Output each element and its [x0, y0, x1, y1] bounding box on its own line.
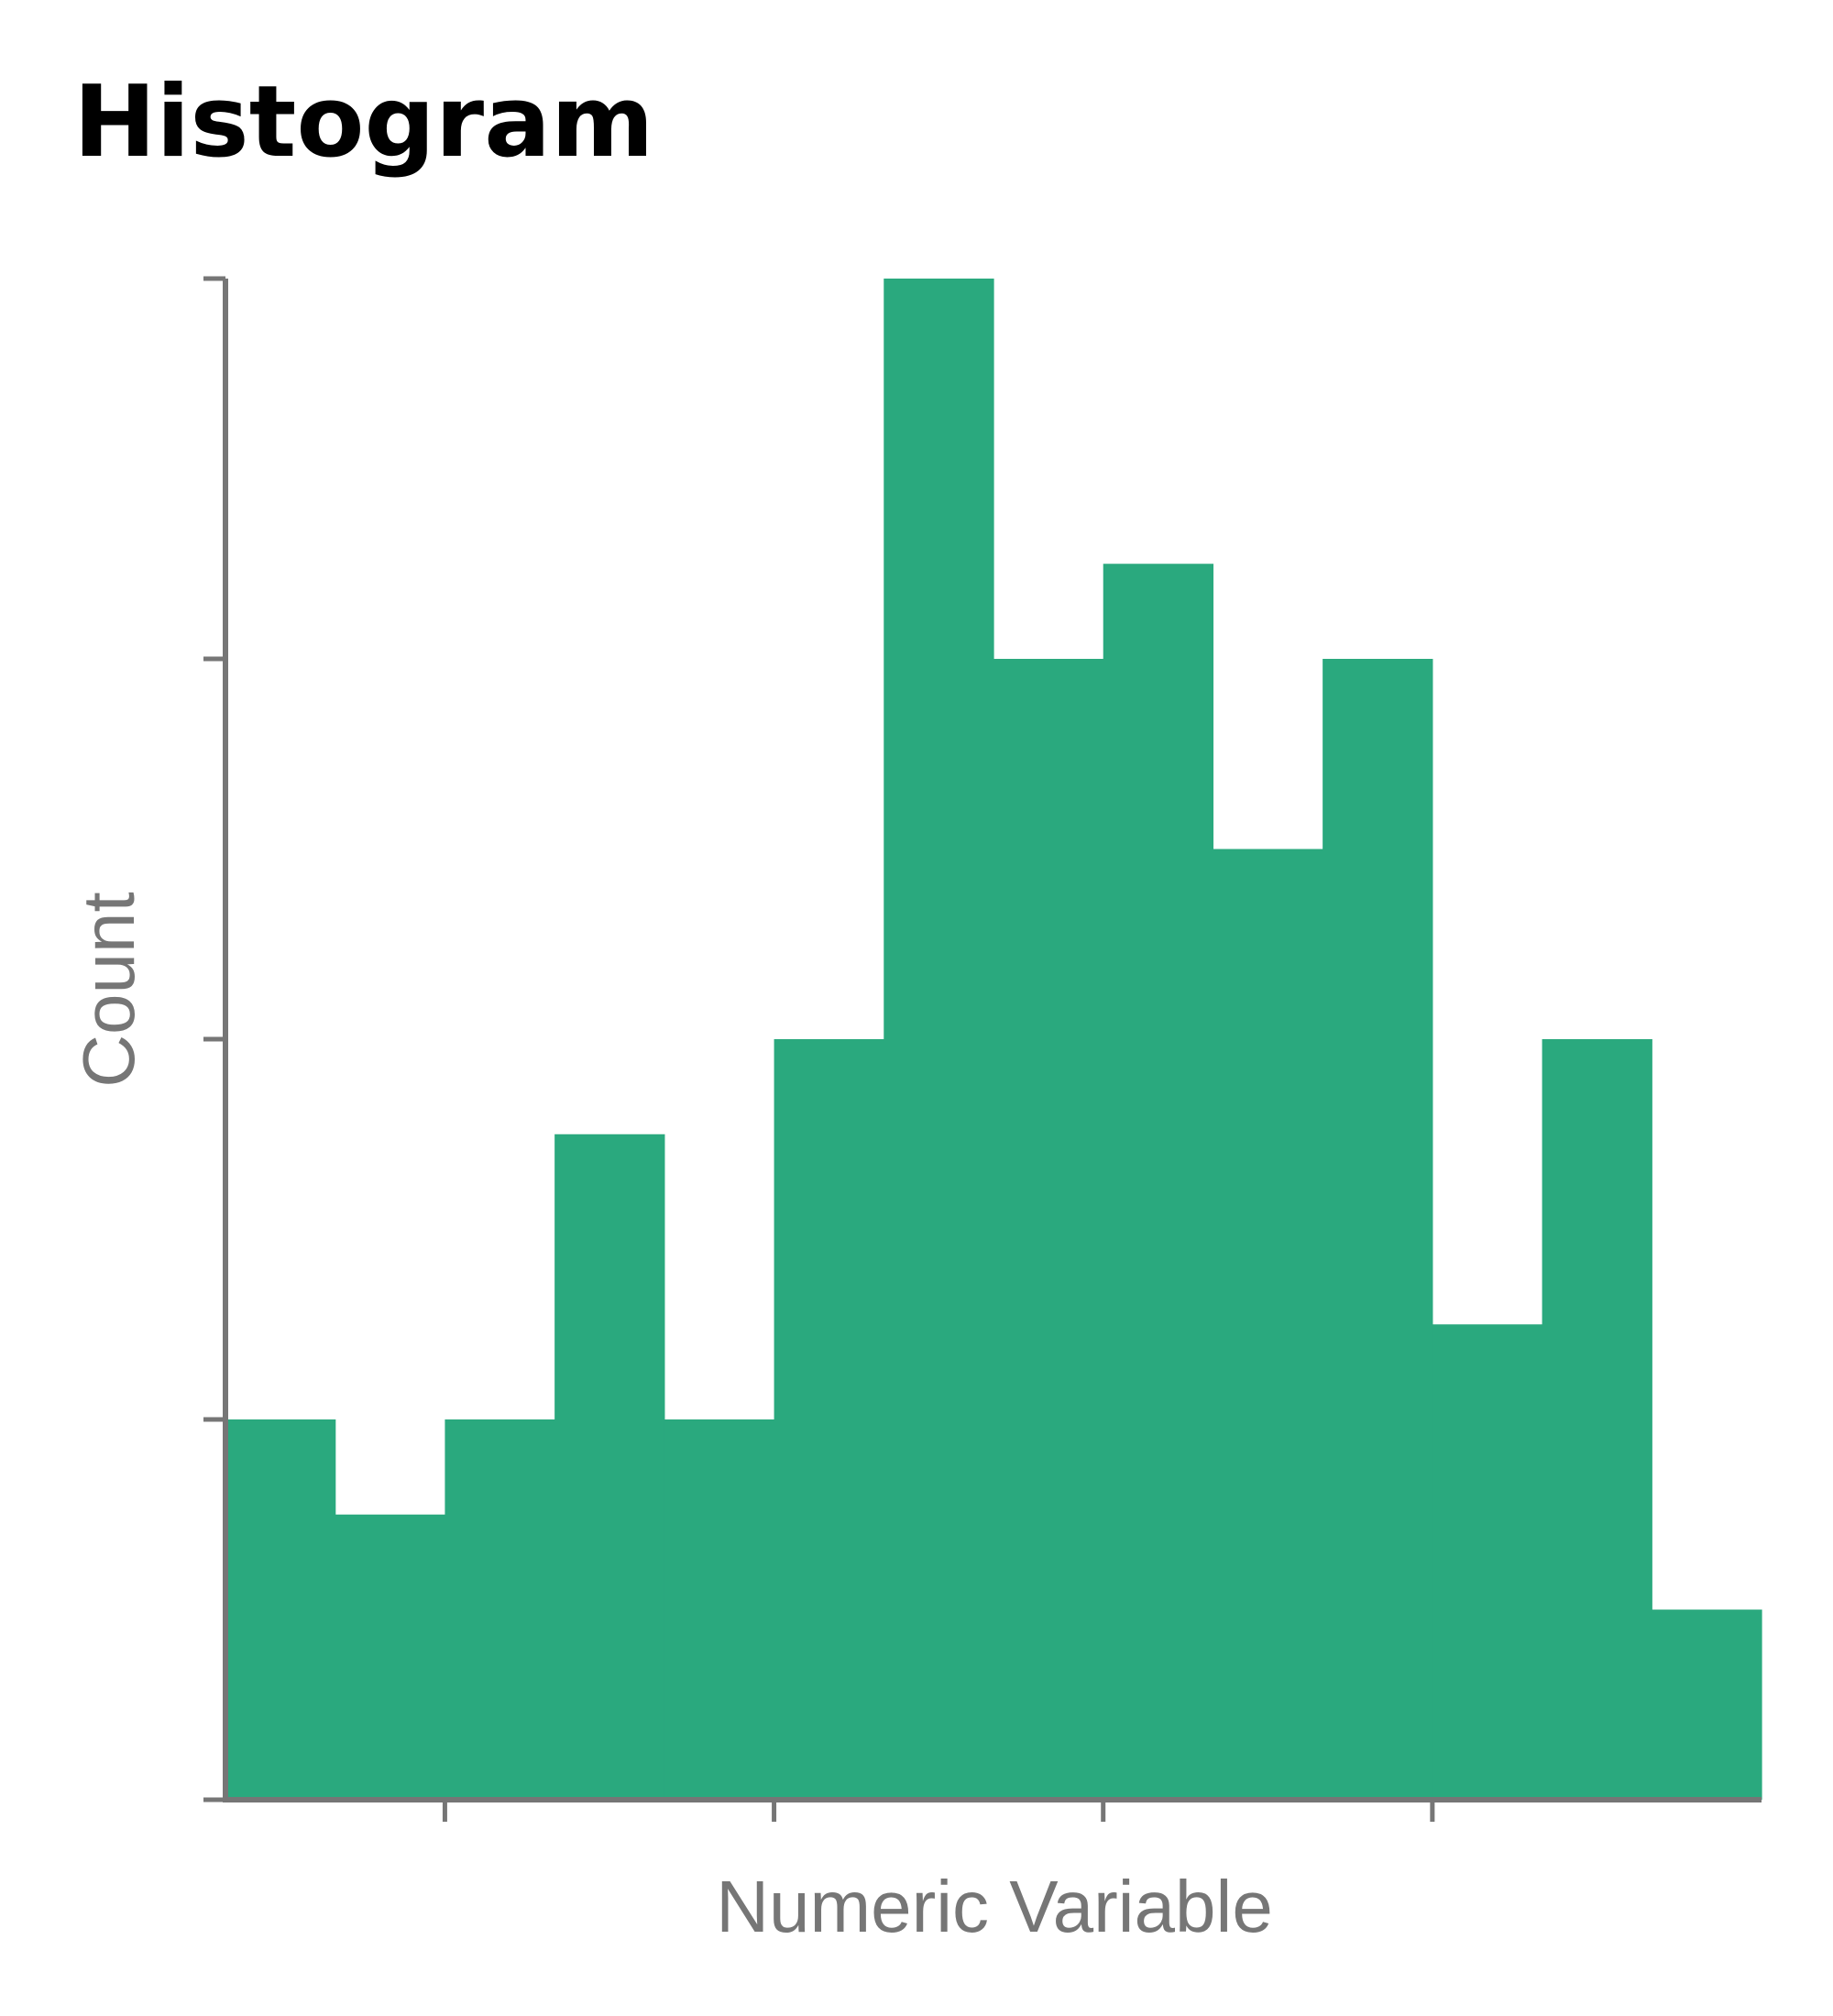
histogram-bar-1: [335, 1514, 446, 1800]
x-axis-label: Numeric Variable: [716, 1866, 1273, 1947]
histogram-bar-2: [445, 1419, 555, 1800]
chart-title: Histogram: [73, 65, 654, 180]
histogram-bar-5: [774, 1039, 884, 1800]
histogram-bar-13: [1652, 1609, 1762, 1800]
histogram-bar-9: [1213, 849, 1323, 1800]
histogram-bar-8: [1103, 564, 1214, 1800]
bars-layer: [225, 279, 1762, 1800]
histogram-bar-3: [554, 1134, 665, 1800]
histogram-bar-0: [225, 1419, 336, 1800]
histogram-bar-12: [1542, 1039, 1652, 1800]
histogram-bar-7: [993, 659, 1104, 1800]
histogram-bar-4: [664, 1419, 775, 1800]
histogram-bar-10: [1323, 659, 1433, 1800]
axes-layer: [203, 276, 1762, 1822]
histogram-bar-11: [1432, 1324, 1543, 1800]
y-axis-label: Count: [68, 892, 149, 1087]
histogram-bar-6: [884, 279, 994, 1800]
